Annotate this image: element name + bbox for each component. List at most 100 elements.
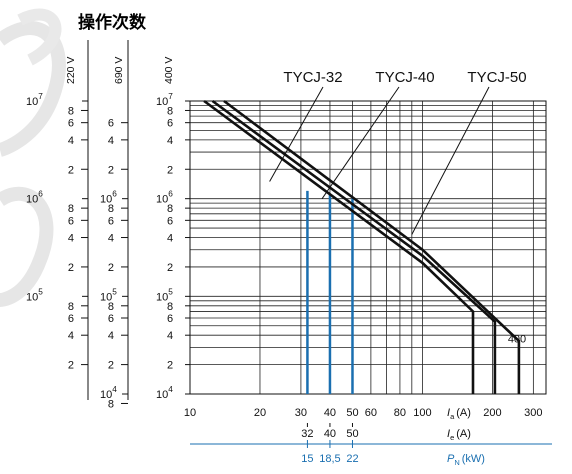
pn-tick-label: 22 [346, 453, 358, 465]
y-mantissa-label: 2 [167, 164, 173, 176]
series-line [211, 99, 497, 394]
x-axis-label-symbol: I [447, 407, 450, 419]
watermark-stroke-3 [17, 8, 62, 66]
scale-mantissa-label: 8 [68, 301, 74, 313]
scale-mantissa-label: 4 [108, 135, 114, 147]
scale-decade-label-exp: 5 [112, 287, 117, 296]
x-tick-label: 200 [483, 407, 501, 419]
watermark-stroke-2 [0, 186, 54, 307]
ie-tick-label: 50 [346, 428, 358, 440]
scale-mantissa-label: 6 [108, 313, 114, 325]
vertical-markers [306, 190, 354, 394]
series-line [223, 99, 521, 394]
x-axis-label: Ia (A) [447, 407, 471, 421]
series-line [203, 99, 475, 394]
y-mantissa-label: 2 [167, 262, 173, 274]
y-mantissa-label: 4 [167, 330, 173, 342]
y-axis-header-400v: 400 V [163, 57, 175, 84]
y-decade-label-exp: 7 [168, 92, 173, 101]
series-label-pointer [269, 86, 324, 182]
scale-mantissa-label: 2 [108, 262, 114, 274]
scale-mantissa-label: 4 [108, 233, 114, 245]
scale-decade-label-exp: 6 [112, 190, 117, 199]
y-mantissa-label: 8 [167, 301, 173, 313]
pn-tick-label: 18,5 [319, 453, 340, 465]
series-label-pointer [321, 86, 400, 199]
y-decade-label: 106 [156, 190, 173, 206]
series-label: TYCJ-50 [467, 69, 526, 86]
x-axis-label-sub: N [454, 458, 459, 467]
scale-decade-label-base: 10 [26, 291, 38, 303]
scale-decade-label-exp: 4 [112, 385, 117, 394]
scale-decade-label-base: 10 [100, 291, 112, 303]
scale-mantissa-label: 2 [68, 164, 74, 176]
series-label: TYCJ-40 [375, 69, 434, 86]
y-mantissa-label: 4 [167, 233, 173, 245]
scale-mantissa-label: 8 [108, 203, 114, 215]
scale-decade-label: 106 [100, 190, 117, 206]
y-decade-label: 105 [156, 287, 173, 303]
series-label-pointer [411, 86, 490, 235]
watermark-logo [0, 8, 66, 307]
chart-title: 操作次数 [78, 12, 147, 33]
scale-mantissa-label: 8 [108, 301, 114, 313]
scale-mantissa-label: 6 [108, 215, 114, 227]
y-decade-label-base: 10 [156, 194, 168, 206]
x-tick-label: 80 [394, 407, 406, 419]
scale-decade-label: 104 [100, 385, 117, 401]
x-axis-label-unit: (A) [456, 428, 471, 440]
scale-mantissa-label: 4 [68, 330, 74, 342]
x-axis-label-symbol: I [447, 428, 450, 440]
y-mantissa-label: 8 [167, 105, 173, 117]
scale-decade-label-exp: 7 [38, 92, 43, 101]
y-decade-label: 107 [156, 92, 173, 108]
x-axis-label: PN (kW) [447, 453, 485, 467]
x-tick-label: 100 [413, 407, 431, 419]
x-tick-label: 50 [346, 407, 358, 419]
scale-mantissa-label: 2 [68, 262, 74, 274]
y-mantissa-label: 4 [167, 135, 173, 147]
y-mantissa-label: 2 [167, 360, 173, 372]
scale-decade-label: 105 [26, 287, 43, 303]
x-tick-label: 300 [524, 407, 542, 419]
y-mantissa-label: 6 [167, 118, 173, 130]
y-decade-label: 104 [156, 385, 173, 401]
y-decade-label-exp: 5 [168, 287, 173, 296]
scale-decade-label-exp: 6 [38, 190, 43, 199]
x-axis-label-sub: e [450, 433, 454, 442]
scale-mantissa-label: 2 [68, 360, 74, 372]
scale-decade-label-base: 10 [26, 194, 38, 206]
plot-grid [189, 100, 547, 395]
scale-mantissa-label: 4 [68, 233, 74, 245]
pn-tick-label: 15 [301, 453, 313, 465]
x-tick-label: 10 [184, 407, 196, 419]
series-labels: TYCJ-32 TYCJ-40 TYCJ-50 [269, 69, 527, 235]
x-axis: 10 20 30 40 50 60 80 100 200 300 Ia (A) [184, 407, 543, 421]
y-decade-label-base: 10 [156, 96, 168, 108]
scale-mantissa-label: 6 [68, 118, 74, 130]
x-tick-label: 60 [365, 407, 377, 419]
scale-mantissa-label: 2 [108, 360, 114, 372]
y-decade-label-base: 10 [156, 389, 168, 401]
scale-decade-label-exp: 5 [38, 287, 43, 296]
y-decade-label-exp: 6 [168, 190, 173, 199]
ie-tick-label: 32 [301, 428, 313, 440]
scale-mantissa-label: 8 [68, 105, 74, 117]
x-axis-label-sub: a [450, 412, 455, 421]
y-mantissa-label: 6 [167, 313, 173, 325]
y-mantissa-label: 8 [167, 203, 173, 215]
y-decade-label-exp: 4 [168, 385, 173, 394]
scale-mantissa-label: 6 [108, 118, 114, 130]
scale-decade-label-base: 10 [26, 96, 38, 108]
x-tick-label: 40 [324, 407, 336, 419]
scale-decade-label: 106 [26, 190, 43, 206]
scale-mantissa-label: 6 [68, 215, 74, 227]
x-axis-label-unit: (A) [456, 407, 471, 419]
x-tick-label: 30 [295, 407, 307, 419]
annotation-400: 400 [508, 334, 526, 346]
scale-decade-label: 107 [26, 92, 43, 108]
secondary-x-axes: 32 40 50 Ie (A) 15 18,5 22 PN (kW) [190, 423, 552, 467]
scale-mantissa-label: 6 [68, 313, 74, 325]
